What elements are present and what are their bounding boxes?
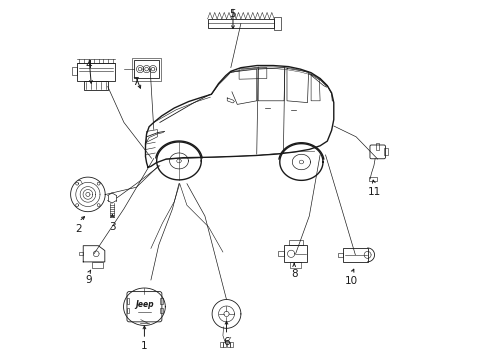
Bar: [274, 17, 280, 30]
Bar: [289, 262, 301, 268]
Bar: [79, 252, 83, 256]
Text: 5: 5: [229, 9, 236, 19]
Bar: [134, 60, 159, 78]
Bar: [278, 251, 284, 256]
Text: 1: 1: [141, 341, 147, 351]
Bar: [337, 253, 343, 257]
Bar: [132, 58, 161, 81]
Text: 9: 9: [85, 275, 92, 285]
Text: 6: 6: [223, 337, 229, 347]
Text: Jeep: Jeep: [135, 300, 153, 309]
Bar: [127, 298, 129, 304]
Text: 7: 7: [131, 77, 138, 87]
Bar: [383, 148, 387, 155]
Bar: [160, 308, 163, 313]
Bar: [127, 308, 129, 313]
Text: 3: 3: [109, 222, 116, 232]
Bar: [219, 342, 222, 347]
Bar: [160, 298, 163, 304]
Text: 11: 11: [366, 186, 380, 197]
Bar: [343, 248, 367, 262]
Bar: [226, 342, 229, 347]
Bar: [375, 143, 378, 150]
Bar: [230, 342, 233, 347]
Bar: [92, 262, 102, 269]
Bar: [368, 177, 376, 181]
Text: 8: 8: [290, 269, 297, 279]
Bar: [223, 342, 225, 347]
Text: 2: 2: [76, 224, 82, 234]
Bar: [72, 67, 77, 75]
Bar: [207, 19, 274, 28]
Text: 4: 4: [85, 60, 92, 70]
Bar: [284, 245, 306, 262]
Bar: [288, 240, 302, 245]
Bar: [77, 63, 115, 81]
Bar: [84, 81, 108, 90]
Text: 10: 10: [345, 276, 358, 286]
